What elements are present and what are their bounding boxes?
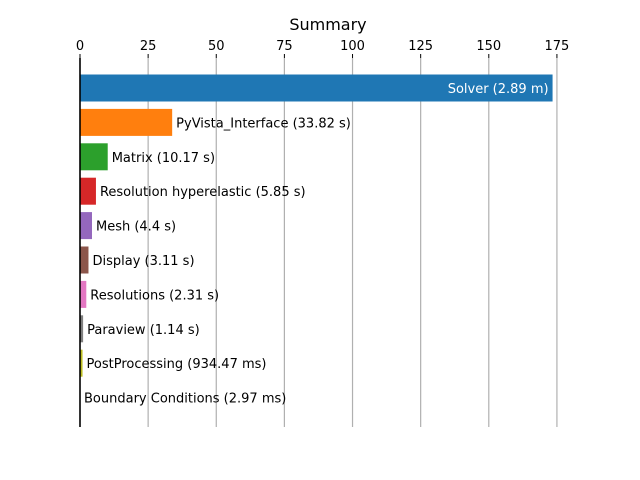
bar-label: Matrix (10.17 s) (112, 151, 215, 166)
bar-label: PyVista_Interface (33.82 s) (176, 116, 351, 131)
bar (80, 315, 84, 343)
x-tick-label: 0 (76, 39, 84, 54)
bar (80, 108, 173, 136)
bar-label: Paraview (1.14 s) (87, 323, 200, 338)
x-tick-label: 175 (545, 39, 570, 54)
bar-label: Boundary Conditions (2.97 ms) (84, 392, 286, 407)
bar (80, 349, 83, 377)
x-tick-label: 150 (476, 39, 501, 54)
bar-labels: Solver (2.89 m) PyVista_Interface (33.82 … (84, 82, 549, 407)
bar (80, 143, 108, 171)
bar (80, 212, 92, 240)
bar (80, 74, 553, 102)
chart-title: Summary (289, 15, 366, 34)
bars (80, 74, 553, 412)
x-tick-label: 50 (208, 39, 225, 54)
bar-label: Solver (2.89 m) (448, 82, 549, 97)
x-tick-label: 75 (276, 39, 293, 54)
bar (80, 246, 89, 274)
bar (80, 280, 87, 308)
x-tick-label: 125 (408, 39, 433, 54)
bar-label: Resolutions (2.31 s) (90, 288, 219, 303)
x-axis: 0 25 50 75 100 125 150 175 (76, 39, 569, 58)
x-tick-label: 25 (140, 39, 157, 54)
x-tick-label: 100 (340, 39, 365, 54)
bar-label: Display (3.11 s) (92, 254, 194, 269)
bar-label: Mesh (4.4 s) (96, 220, 176, 235)
bar-label: Resolution hyperelastic (5.85 s) (100, 185, 306, 200)
bar (80, 177, 96, 205)
bar-label: PostProcessing (934.47 ms) (87, 357, 267, 372)
grid-lines (147, 58, 558, 427)
